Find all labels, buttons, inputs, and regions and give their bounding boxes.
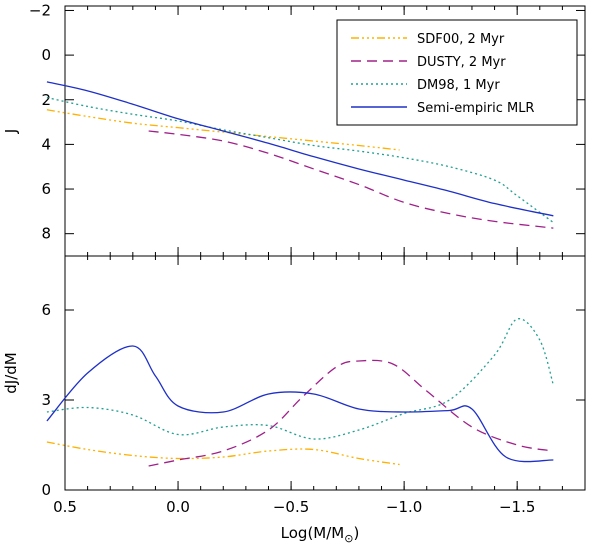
legend: SDF00, 2 Myr DUSTY, 2 Myr DM98, 1 Myr Semi-…	[336, 19, 578, 126]
x-axis-label: Log(M/M⊙)	[281, 524, 360, 544]
bottom-frame	[64, 255, 586, 491]
top-ytick-label: 0	[41, 46, 51, 64]
bottom-ytick-label: 6	[41, 301, 51, 319]
legend-label-2: DM98, 1 Myr	[417, 78, 500, 93]
top-ytick-label: 4	[41, 135, 51, 153]
top-ytick-label: 2	[41, 91, 51, 109]
bottom-series-3	[46, 345, 554, 463]
x-tick-label: −1.5	[499, 498, 535, 516]
top-ytick-label: −2	[29, 1, 51, 19]
top-ytick-label: 8	[41, 225, 51, 243]
x-axis: 0.5 0.0 −0.5 −1.0 −1.5 Log(M/M⊙)	[53, 498, 535, 544]
top-series-2	[46, 96, 554, 224]
bottom-ylabel: dJ/dM	[2, 352, 20, 393]
x-tick-label: −1.0	[386, 498, 422, 516]
x-tick-label: 0.0	[166, 498, 190, 516]
bottom-series-2	[46, 318, 554, 440]
legend-label-1: DUSTY, 2 Myr	[417, 55, 506, 70]
top-series-3	[46, 81, 554, 217]
legend-label-0: SDF00, 2 Myr	[417, 32, 505, 47]
x-tick-label: −0.5	[273, 498, 309, 516]
top-series-1	[148, 130, 554, 229]
top-ylabel: J	[2, 129, 20, 134]
bottom-ytick-label: 0	[41, 481, 51, 499]
bottom-series-1	[148, 359, 554, 467]
bottom-series-0	[46, 441, 400, 466]
bottom-ytick-label: 3	[41, 391, 51, 409]
x-tick-label: 0.5	[53, 498, 77, 516]
bottom-panel: 0 3 6 dJ/dM	[2, 255, 586, 499]
legend-label-3: Semi-empiric MLR	[417, 101, 534, 116]
top-ytick-label: 6	[41, 180, 51, 198]
top-series-0	[46, 109, 400, 151]
